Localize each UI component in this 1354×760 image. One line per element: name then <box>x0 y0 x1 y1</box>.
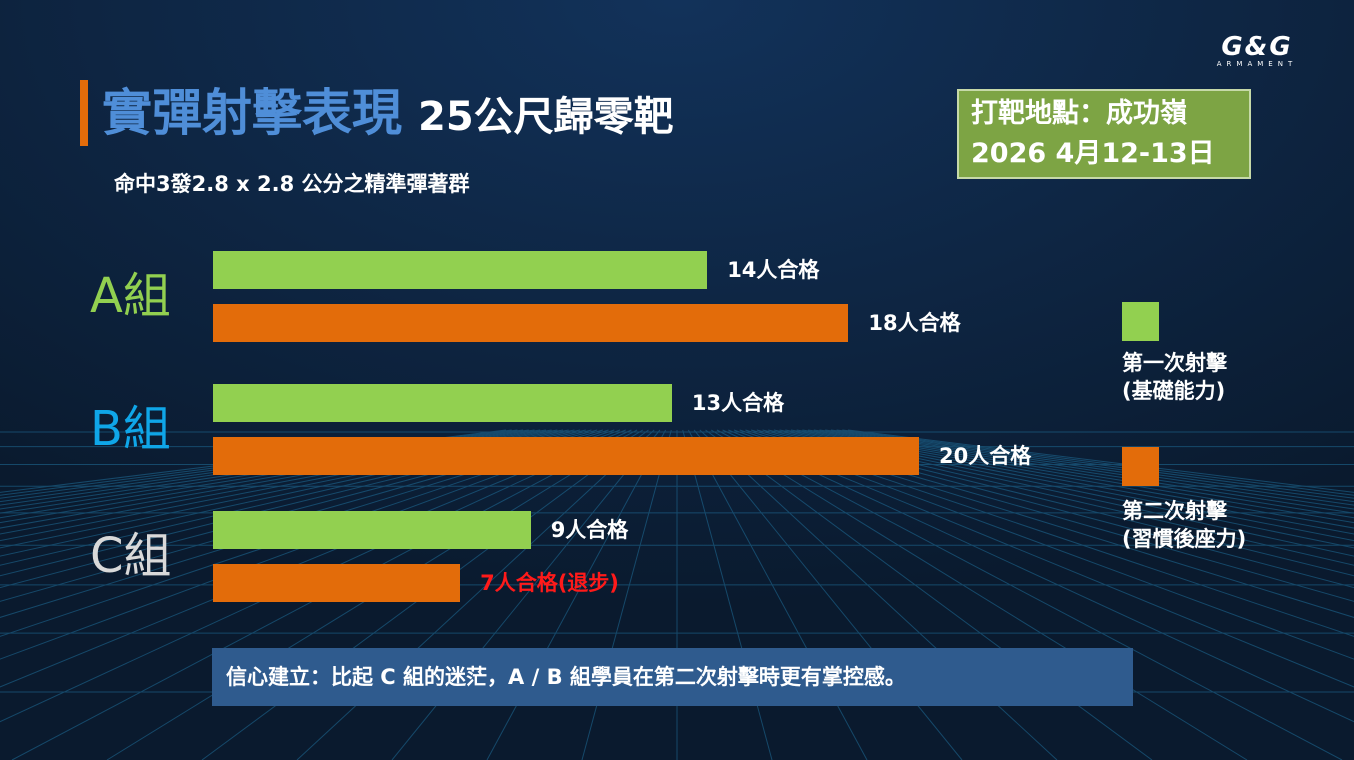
location-box: 打靶地點：成功嶺 2026 4月12-13日 <box>957 89 1251 179</box>
conclusion-text: 信心建立：比起 C 組的迷茫，A / B 組學員在第二次射擊時更有掌控感。 <box>226 665 906 689</box>
conclusion-note: 信心建立：比起 C 組的迷茫，A / B 組學員在第二次射擊時更有掌控感。 <box>212 648 1133 706</box>
brand-logo: G&G ARMAMENT <box>1216 32 1298 68</box>
category-label-b: B組 <box>90 401 171 457</box>
value-label-a-second: 18人合格 <box>868 311 961 335</box>
title-sub: 25公尺歸零靶 <box>418 94 674 140</box>
bar-a-first <box>213 251 708 289</box>
category-label-c: C組 <box>90 528 172 584</box>
location-place: 打靶地點：成功嶺 <box>971 98 1187 129</box>
legend-swatch-first <box>1122 302 1159 341</box>
value-label-b-second: 20人合格 <box>939 444 1032 468</box>
subtitle: 命中3發2.8 x 2.8 公分之精準彈著群 <box>114 172 470 196</box>
category-label-a: A組 <box>90 268 171 324</box>
value-label-b-first: 13人合格 <box>691 391 785 415</box>
value-label-c-second: 7人合格(退步) <box>480 571 619 595</box>
page-title: 實彈射擊表現 25公尺歸零靶 <box>102 80 674 146</box>
bar-b-first <box>213 384 672 422</box>
bar-a-second <box>213 304 849 342</box>
location-date: 2026 4月12-13日 <box>971 138 1215 169</box>
value-label-a-first: 14人合格 <box>727 258 820 282</box>
bar-b-second <box>213 437 919 475</box>
legend-swatch-second <box>1122 447 1159 486</box>
title-accent-bar <box>80 80 88 146</box>
legend-label-second: 第二次射擊 (習慣後座力) <box>1122 499 1247 551</box>
legend-label-first: 第一次射擊 (基礎能力) <box>1122 351 1227 403</box>
bar-c-first <box>213 511 531 549</box>
title-main: 實彈射擊表現 <box>102 84 402 142</box>
value-label-c-first: 9人合格 <box>550 518 629 542</box>
bar-c-second <box>213 564 461 602</box>
